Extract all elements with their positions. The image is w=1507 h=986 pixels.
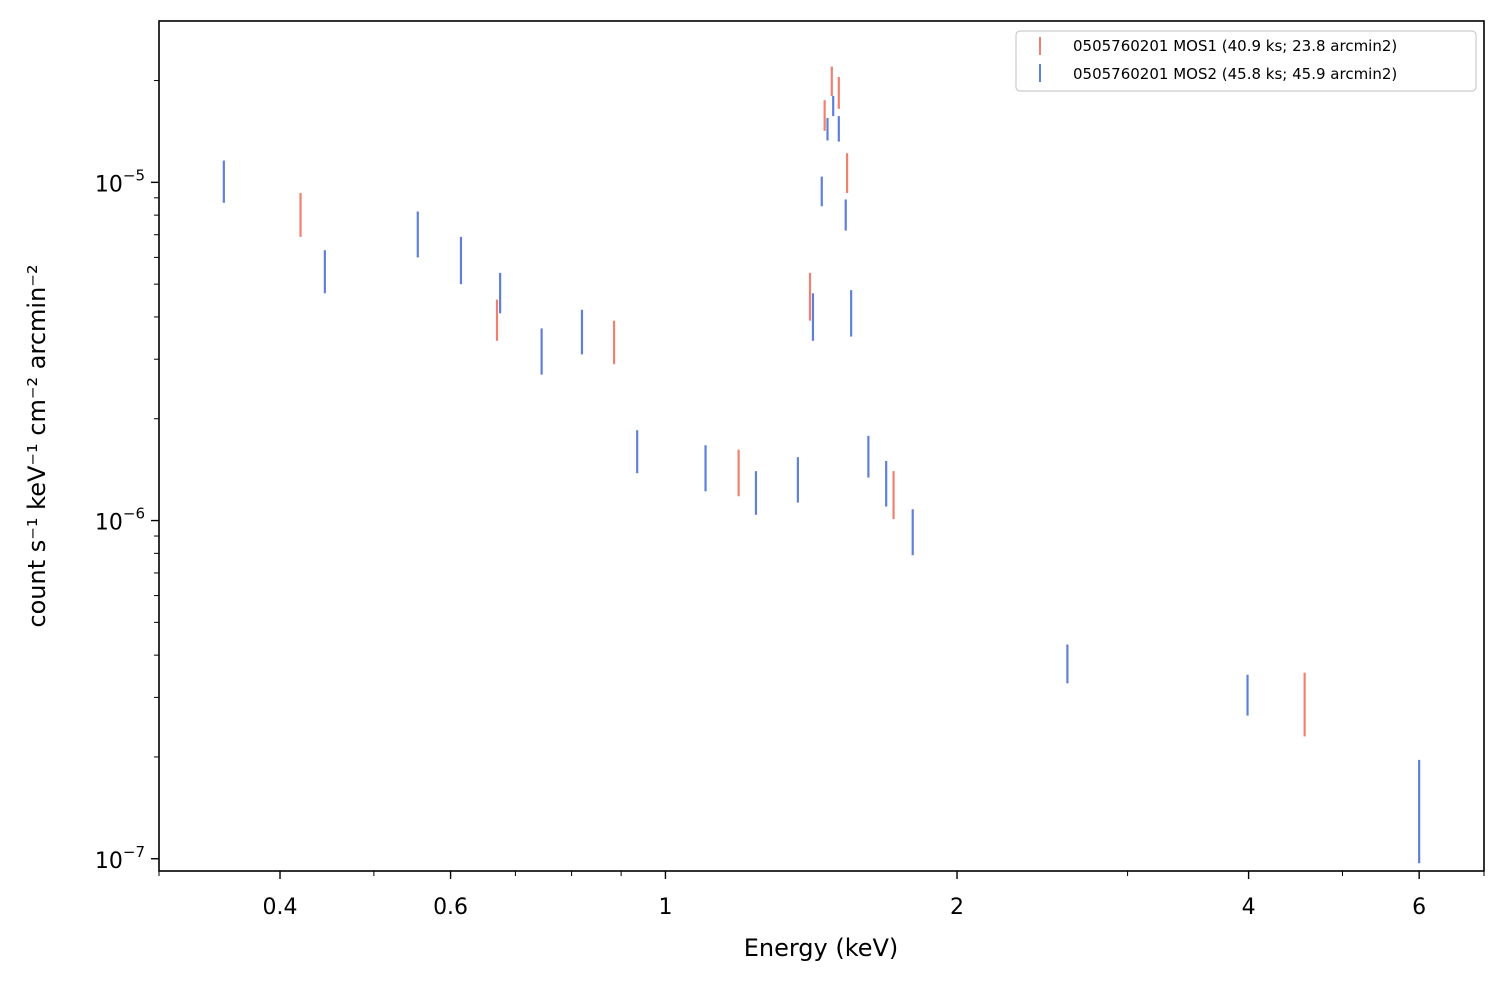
y-tick-label: 10−5 [95, 166, 145, 197]
y-tick-label: 10−7 [95, 843, 145, 874]
x-tick-label: 6 [1412, 895, 1426, 920]
axes-layer: 0.4 0.6 1 2 4 6 10−7 10−6 10−5 [95, 80, 1485, 920]
plot-frame [158, 20, 1485, 872]
legend-label-mos1: 0505760201 MOS1 (40.9 ks; 23.8 arcmin2) [1073, 37, 1397, 55]
x-tick-label: 1 [658, 895, 672, 920]
series-layer [222, 66, 1421, 864]
legend: 0505760201 MOS1 (40.9 ks; 23.8 arcmin2) … [1015, 30, 1477, 92]
x-tick-label: 0.6 [433, 895, 468, 920]
y-tick-label: 10−6 [95, 505, 145, 536]
series-mos1 [299, 66, 1306, 737]
legend-box [1015, 30, 1477, 92]
x-tick-label: 2 [950, 895, 964, 920]
x-tick-label: 0.4 [263, 895, 298, 920]
y-axis-label: count s⁻¹ keV⁻¹ cm⁻² arcmin⁻² [23, 264, 51, 627]
legend-label-mos2: 0505760201 MOS2 (45.8 ks; 45.9 arcmin2) [1073, 65, 1397, 83]
x-tick-label: 4 [1242, 895, 1256, 920]
x-axis-label: Energy (keV) [744, 934, 899, 962]
series-mos2 [222, 96, 1421, 864]
